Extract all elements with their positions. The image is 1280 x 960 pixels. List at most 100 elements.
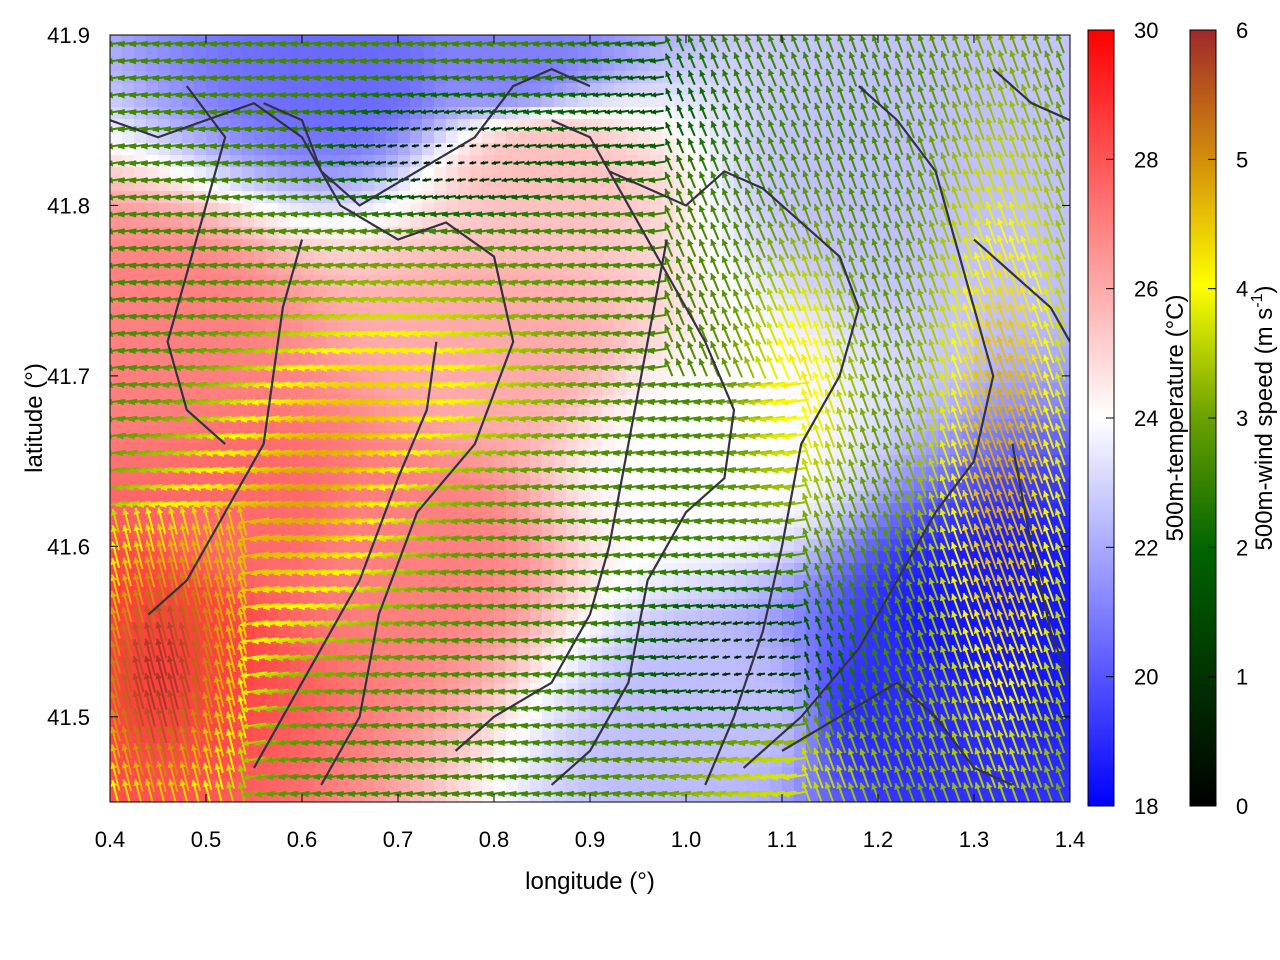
temperature-cell [326,83,339,96]
temperature-cell [446,131,459,144]
temperature-cell [158,167,171,180]
temperature-cell [254,695,267,708]
temperature-cell [338,779,351,792]
temperature-cell [278,371,291,384]
temperature-cell [770,575,783,588]
temperature-cell [266,47,279,60]
temperature-cell [134,131,147,144]
temperature-cell [710,95,723,108]
temperature-cell [470,575,483,588]
temperature-cell [482,335,495,348]
temperature-cell [410,575,423,588]
temperature-cell [122,47,135,60]
temperature-cell [722,659,735,672]
temperature-cell [578,251,591,264]
temperature-cell [626,695,639,708]
temperature-cell [458,107,471,120]
temperature-cell [158,371,171,384]
temperature-cell [710,683,723,696]
temperature-cell [410,779,423,792]
temperature-cell [626,371,639,384]
temperature-cell [326,47,339,60]
temperature-cell [422,575,435,588]
temperature-cell [434,167,447,180]
temperature-cell [494,167,507,180]
temperature-cell [590,659,603,672]
temperature-cell [482,575,495,588]
temperature-cell [650,455,663,468]
temperature-cell [290,575,303,588]
temperature-cell [326,251,339,264]
temperature-cell [314,695,327,708]
temperature-cell [122,167,135,180]
temperature-cell [314,743,327,756]
temperature-cell [182,95,195,108]
temperature-cell [542,47,555,60]
temperature-cell [422,659,435,672]
temperature-cell [614,251,627,264]
temperature-cell [854,95,867,108]
temperature-cell [494,155,507,168]
temperature-cell [602,335,615,348]
temperature-cell [398,779,411,792]
temperature-cell [254,251,267,264]
temperature-cell [650,215,663,228]
temperature-cell [554,371,567,384]
temperature-cell [422,167,435,180]
temperature-cell [566,371,579,384]
temperature-cell [398,695,411,708]
temperature-cell [698,575,711,588]
temperature-cell [326,779,339,792]
temperature-cell [134,47,147,60]
temperature-cell [638,491,651,504]
temperature-cell [218,371,231,384]
temperature-cell [278,575,291,588]
temperature-cell [530,695,543,708]
temperature-cell [422,131,435,144]
temperature-cell [494,83,507,96]
temperature-cell [482,659,495,672]
temperature-cell [626,575,639,588]
temperature-cell [410,95,423,108]
temperature-cell [350,83,363,96]
temperature-cell [662,299,675,312]
temperature-cell [146,83,159,96]
temperature-cell [542,695,555,708]
temperature-cell [626,47,639,60]
temperature-cell [662,455,675,468]
temperature-cell [662,83,675,96]
temperature-cell [650,95,663,108]
temperature-cell [410,131,423,144]
temperature-cell [122,251,135,264]
temperature-cell [446,695,459,708]
temperature-cell [278,83,291,96]
temperature-cell [278,131,291,144]
temperature-cell [458,575,471,588]
temperature-cell [206,131,219,144]
temperature-cell [230,47,243,60]
temperature-cell [434,47,447,60]
temperature-cell [650,131,663,144]
temperature-cell [362,575,375,588]
temperature-cell [674,95,687,108]
temperature-cell [590,455,603,468]
temperature-cell [614,131,627,144]
temperature-cell [146,251,159,264]
temperature-cell [110,95,123,108]
temperature-cell [566,251,579,264]
temperature-cell [722,683,735,696]
temperature-cell [578,95,591,108]
temperature-cell [290,779,303,792]
temperature-cell [374,659,387,672]
temperature-cell [278,335,291,348]
temperature-cell [206,215,219,228]
temperature-cell [542,575,555,588]
temperature-cell [290,659,303,672]
temperature-cell [242,167,255,180]
temperature-cell [1058,47,1070,60]
temperature-cell [182,455,195,468]
temperature-cell [194,47,207,60]
temperature-cell [458,155,471,168]
temperature-cell [338,95,351,108]
temperature-cell [434,95,447,108]
